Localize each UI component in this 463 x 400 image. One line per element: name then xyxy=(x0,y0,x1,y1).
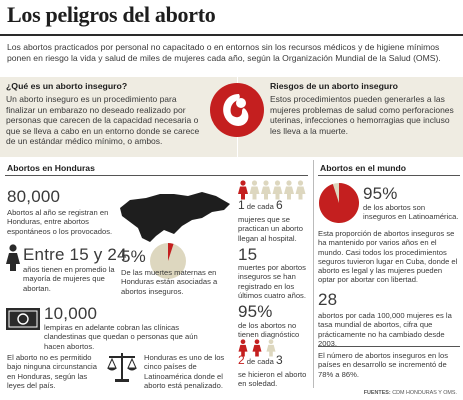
world-para2: El número de abortos inseguros en los pa… xyxy=(318,351,449,379)
stat-deaths-text: muertes por abortos inseguros se han reg… xyxy=(238,263,306,300)
risks-box: Riesgos de un aborto inseguro Estos proc… xyxy=(210,77,463,157)
world-rate-text: abortos por cada 100,000 mujeres es la t… xyxy=(318,311,452,348)
ratio2-total: 3 xyxy=(275,353,283,367)
ratio2-text: se hicieron el aborto en soledad. xyxy=(238,370,307,389)
stat-illegal-text: El aborto no es permitido bajo ninguna c… xyxy=(7,353,97,390)
source-label: FUENTES: xyxy=(363,390,391,396)
money-icon xyxy=(6,308,40,330)
stat-undiagnosed-text: de los abortos no tienen diagnóstico xyxy=(238,321,300,340)
risks-heading: Riesgos de un aborto inseguro xyxy=(270,81,398,91)
woman-figure-icon xyxy=(252,339,262,357)
ratio2-women-icons xyxy=(238,339,276,357)
risks-text: Estos procedimientos pueden generarles a… xyxy=(270,94,454,136)
woman-figure-icon xyxy=(261,180,271,200)
world-para1: Esta proporción de abortos inseguros se … xyxy=(318,229,458,285)
honduras-rule xyxy=(5,175,308,176)
honduras-map-icon xyxy=(120,192,230,242)
intro-text: Los abortos practicados por personal no … xyxy=(7,42,441,63)
stat-deaths-value: 15 xyxy=(238,245,258,264)
source-text: CDM HONDURAS Y OMS. xyxy=(390,390,457,396)
woman-figure-icon xyxy=(249,180,260,200)
woman-figure-icon xyxy=(238,339,248,357)
stat-penalized-text: Honduras es uno de los cinco países de L… xyxy=(144,353,225,390)
definition-box: ¿Qué es un aborto inseguro? Un aborto in… xyxy=(0,77,237,157)
source-note: FUENTES: CDM HONDURAS Y OMS. xyxy=(364,390,457,396)
honduras-heading: Abortos en Honduras xyxy=(7,163,95,173)
woman-icon xyxy=(6,244,20,271)
page-title: Los peligros del aborto xyxy=(7,2,216,27)
stat-abortions-text: Abortos al año se registran en Honduras,… xyxy=(7,208,113,236)
woman-figure-icon xyxy=(295,180,306,200)
scales-of-justice-icon xyxy=(107,353,137,382)
column-divider xyxy=(313,160,314,388)
world-rule xyxy=(318,175,460,176)
definition-text: Un aborto inseguro es un procedimiento p… xyxy=(6,94,200,147)
world-rule-2 xyxy=(318,346,460,347)
ratio2-lead: 2 xyxy=(238,353,245,367)
stat-cost-text: lempiras en adelante cobran las clínicas… xyxy=(44,323,198,351)
stat-age-text: años tienen en promedio la mayoría de mu… xyxy=(23,265,115,293)
world-rate-value: 28 xyxy=(318,290,338,309)
latam-pie-icon xyxy=(319,183,359,223)
world-pie-text: de los abortos son inseguros en Latinoam… xyxy=(363,203,459,222)
stat-maternal-value: 5% xyxy=(121,247,146,266)
title-rule xyxy=(0,34,463,36)
ratio1-mid: de cada xyxy=(244,202,276,211)
stat-maternal-text: De las muertes maternas en Honduras está… xyxy=(121,268,218,296)
world-pie-value: 95% xyxy=(363,184,398,203)
fetus-icon xyxy=(210,83,264,137)
ratio2-mid: de cada xyxy=(244,357,276,366)
ratio1-total: 6 xyxy=(275,198,283,212)
woman-figure-icon xyxy=(238,180,248,200)
woman-figure-icon xyxy=(266,339,276,357)
ratio1-line: 1 de cada 6 xyxy=(238,198,283,212)
ratio1-lead: 1 xyxy=(238,198,245,212)
ratio1-women-icons xyxy=(238,180,306,200)
definition-heading: ¿Qué es un aborto inseguro? xyxy=(6,81,128,91)
stat-cost-value: 10,000 xyxy=(44,304,98,323)
woman-figure-icon xyxy=(272,180,283,200)
stat-abortions-value: 80,000 xyxy=(7,187,61,206)
woman-figure-icon xyxy=(284,180,294,200)
stat-undiagnosed-value: 95% xyxy=(238,302,273,321)
stat-age-value: Entre 15 y 24 xyxy=(23,245,127,264)
world-heading: Abortos en el mundo xyxy=(320,163,406,173)
ratio2-line: 2 de cada 3 xyxy=(238,353,283,367)
maternal-pie-icon xyxy=(150,243,186,279)
ratio1-text: mujeres que se practican un aborto llega… xyxy=(238,215,304,243)
